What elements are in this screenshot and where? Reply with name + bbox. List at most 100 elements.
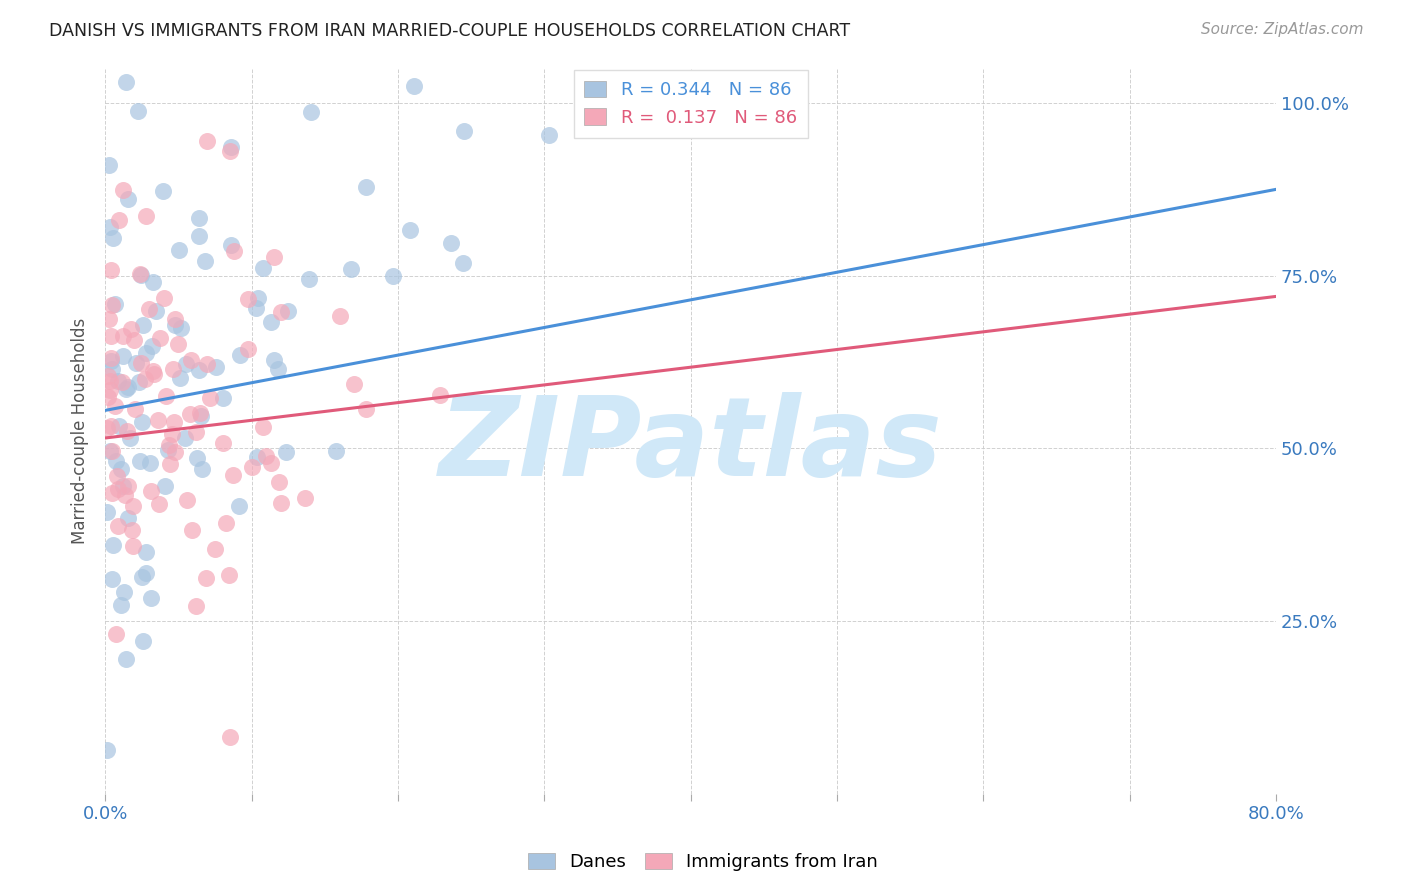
Point: [98, 374, 121, 388]
Point: [138, 301, 160, 316]
Point: [252, 420, 274, 434]
Point: [124, 402, 146, 417]
Point: [240, 459, 263, 474]
Point: [167, 243, 190, 257]
Point: [453, 124, 475, 138]
Point: [218, 144, 240, 158]
Point: [108, 213, 131, 227]
Point: [219, 237, 242, 252]
Point: [298, 272, 321, 286]
Point: [120, 322, 142, 336]
Text: Source: ZipAtlas.com: Source: ZipAtlas.com: [1201, 22, 1364, 37]
Point: [96, 420, 118, 434]
Legend: Danes, Immigrants from Iran: Danes, Immigrants from Iran: [520, 846, 886, 879]
Point: [104, 297, 127, 311]
Point: [145, 303, 167, 318]
Point: [215, 516, 238, 531]
Point: [381, 269, 404, 284]
Point: [107, 418, 129, 433]
Point: [170, 321, 193, 335]
Point: [156, 442, 179, 457]
Point: [155, 389, 177, 403]
Point: [219, 730, 242, 744]
Point: [135, 544, 157, 558]
Point: [176, 492, 198, 507]
Point: [429, 388, 451, 402]
Point: [98, 383, 121, 397]
Point: [340, 262, 363, 277]
Point: [152, 185, 174, 199]
Point: [356, 180, 378, 194]
Point: [354, 402, 377, 417]
Point: [114, 382, 136, 396]
Point: [142, 276, 165, 290]
Point: [105, 627, 128, 641]
Point: [325, 444, 347, 458]
Point: [98, 444, 121, 458]
Point: [129, 267, 152, 281]
Point: [159, 457, 181, 471]
Point: [195, 357, 218, 371]
Point: [148, 497, 170, 511]
Point: [163, 445, 186, 459]
Point: [132, 634, 155, 648]
Point: [100, 354, 122, 368]
Point: [198, 392, 221, 406]
Point: [101, 362, 124, 376]
Point: [111, 183, 134, 197]
Point: [184, 599, 207, 613]
Point: [96, 743, 118, 757]
Point: [101, 538, 124, 552]
Point: [246, 450, 269, 464]
Point: [96, 505, 118, 519]
Point: [115, 652, 138, 666]
Point: [134, 346, 156, 360]
Point: [117, 380, 139, 394]
Point: [195, 134, 218, 148]
Point: [263, 352, 285, 367]
Point: [260, 315, 283, 329]
Point: [294, 491, 316, 505]
Point: [245, 301, 267, 316]
Point: [329, 309, 352, 323]
Point: [110, 461, 132, 475]
Point: [188, 406, 211, 420]
Point: [97, 390, 120, 404]
Point: [299, 104, 322, 119]
Point: [163, 415, 186, 429]
Point: [100, 329, 122, 343]
Legend: R = 0.344   N = 86, R =  0.137   N = 86: R = 0.344 N = 86, R = 0.137 N = 86: [574, 70, 807, 137]
Point: [174, 357, 197, 371]
Point: [107, 482, 129, 496]
Point: [439, 236, 461, 251]
Text: ZIPatlas: ZIPatlas: [439, 392, 942, 500]
Point: [131, 569, 153, 583]
Text: DANISH VS IMMIGRANTS FROM IRAN MARRIED-COUPLE HOUSEHOLDS CORRELATION CHART: DANISH VS IMMIGRANTS FROM IRAN MARRIED-C…: [49, 22, 851, 40]
Point: [129, 268, 152, 283]
Point: [267, 362, 290, 376]
Point: [260, 456, 283, 470]
Point: [204, 542, 226, 557]
Point: [117, 511, 139, 525]
Point: [212, 436, 235, 450]
Point: [132, 318, 155, 332]
Point: [191, 462, 214, 476]
Point: [212, 392, 235, 406]
Point: [100, 262, 122, 277]
Point: [153, 291, 176, 305]
Point: [97, 368, 120, 383]
Point: [160, 427, 183, 442]
Point: [101, 231, 124, 245]
Point: [270, 305, 292, 319]
Point: [252, 261, 274, 276]
Point: [141, 484, 163, 499]
Point: [101, 572, 124, 586]
Point: [105, 468, 128, 483]
Point: [131, 415, 153, 429]
Point: [162, 361, 184, 376]
Point: [254, 449, 277, 463]
Point: [186, 450, 208, 465]
Point: [107, 519, 129, 533]
Point: [117, 479, 139, 493]
Point: [142, 364, 165, 378]
